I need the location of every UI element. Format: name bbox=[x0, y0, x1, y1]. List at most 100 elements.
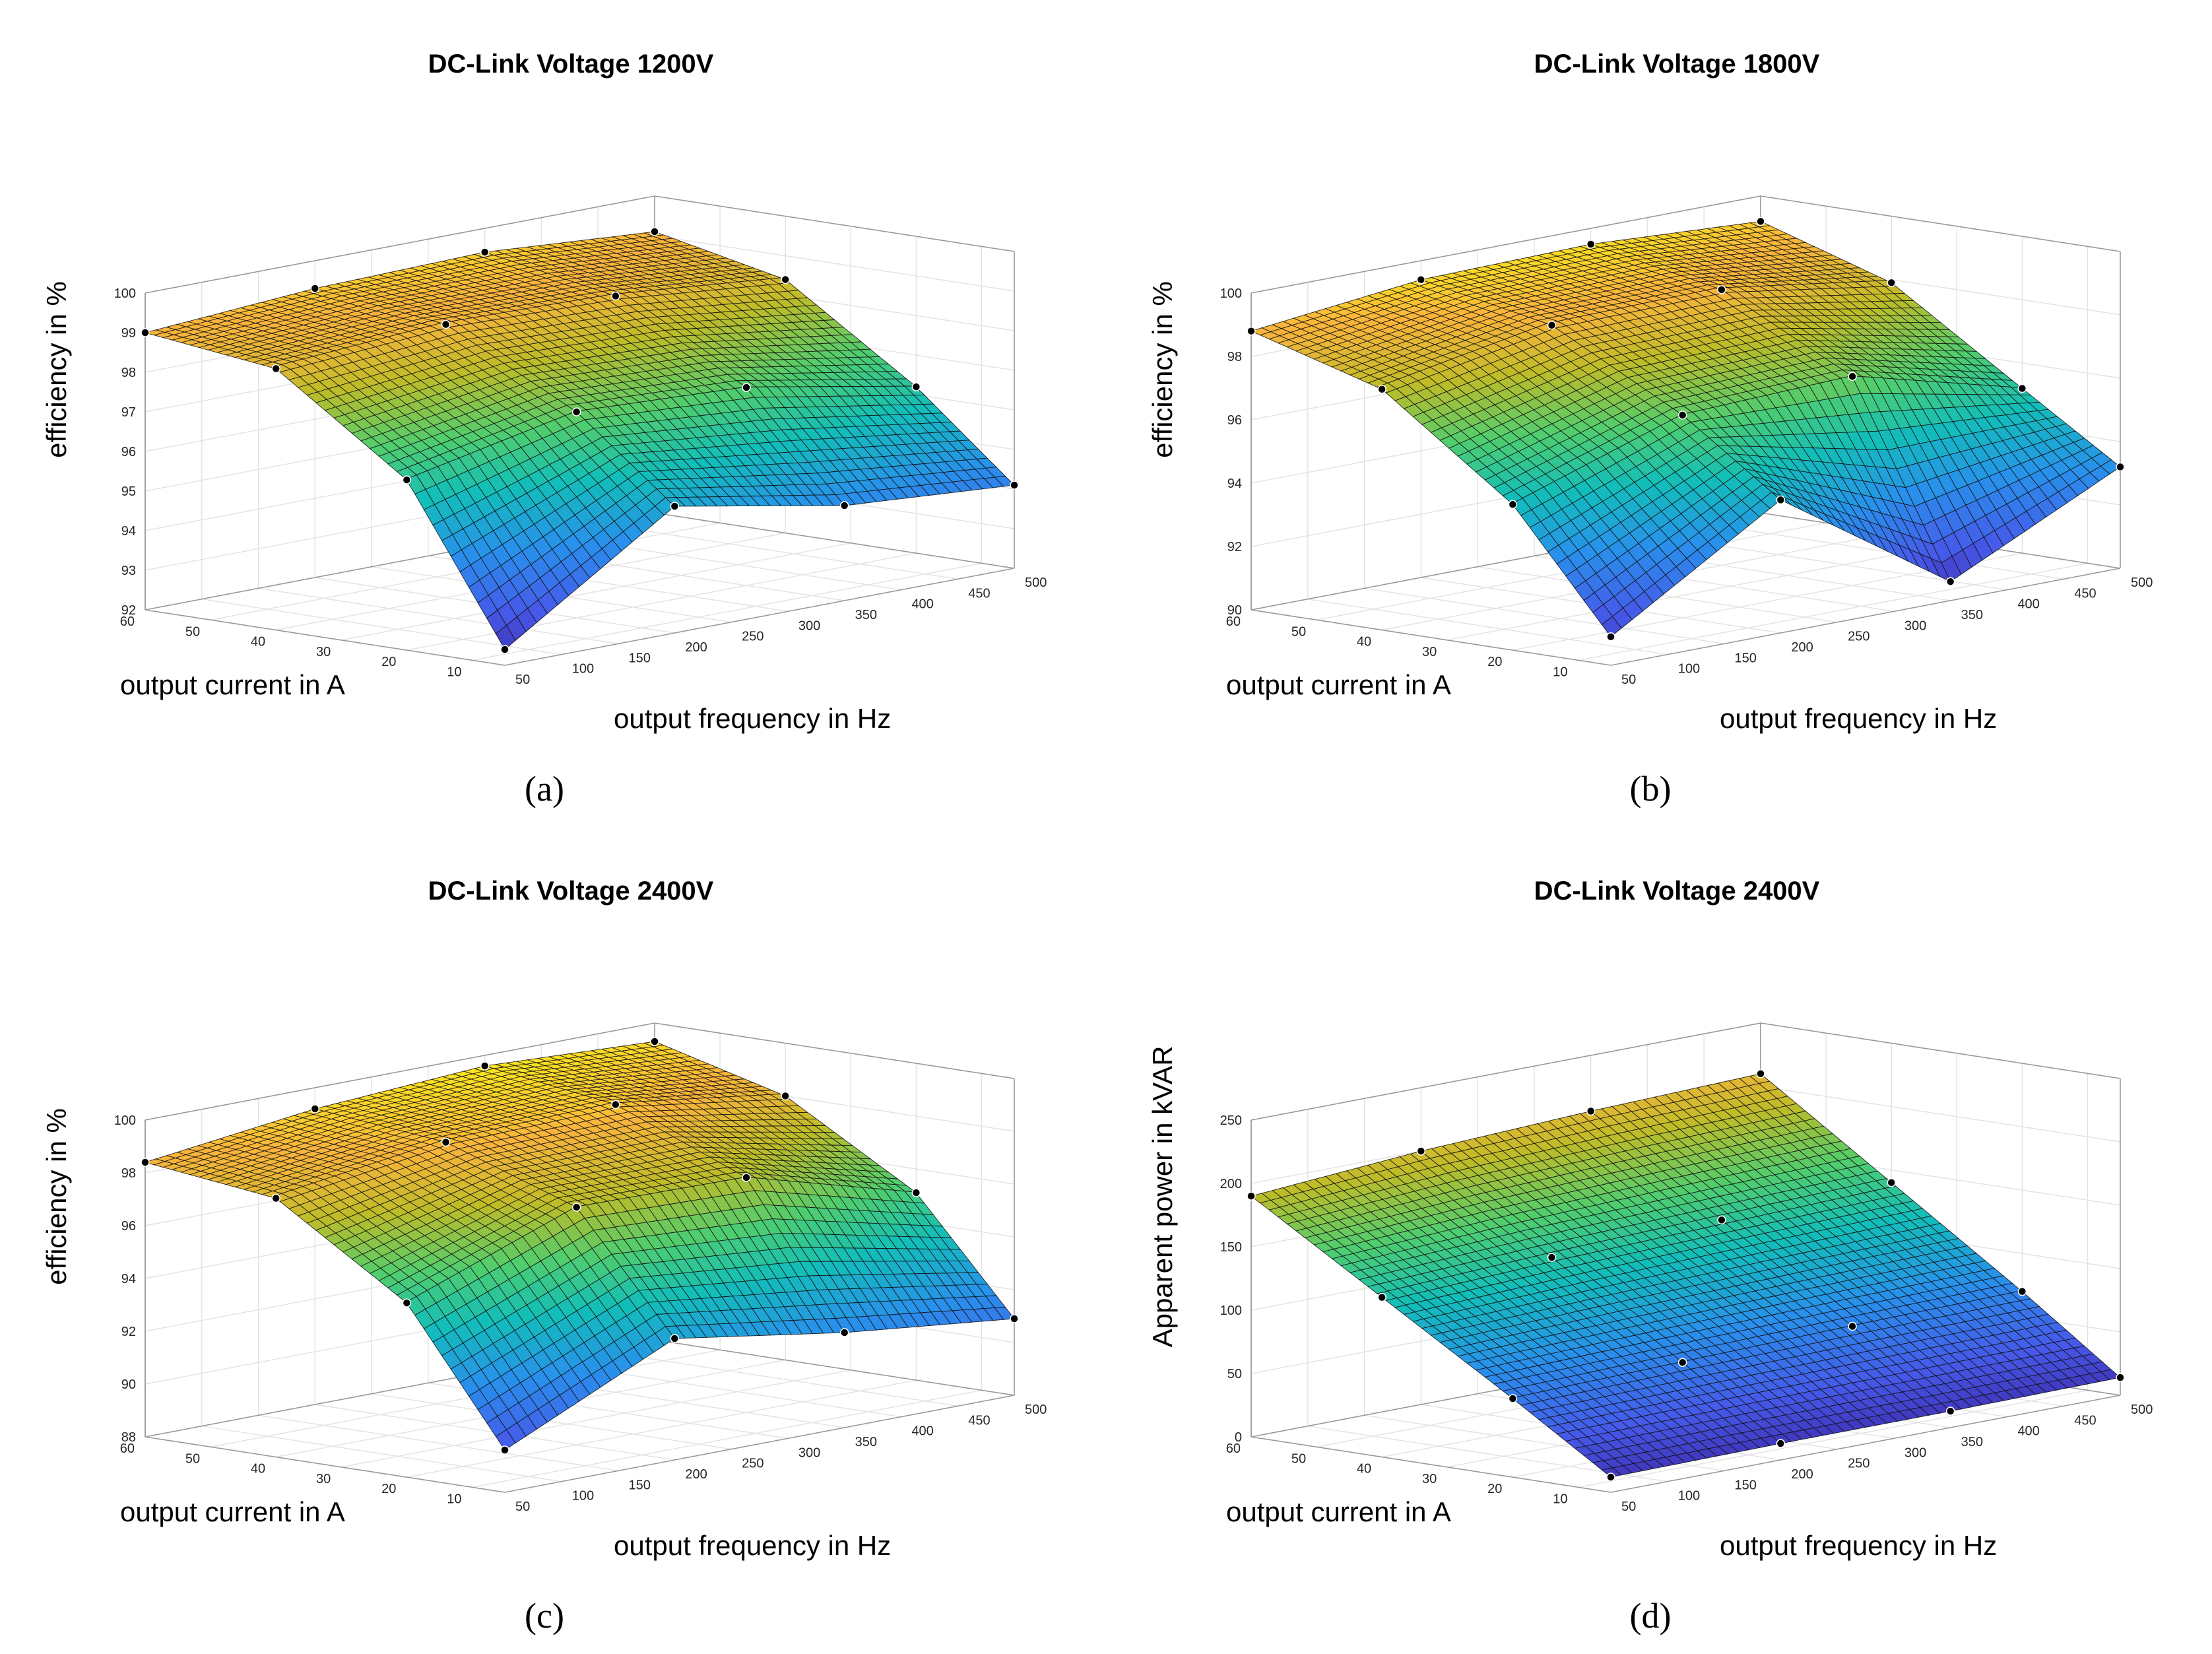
data-point bbox=[1887, 278, 1896, 288]
x-tick-label: 300 bbox=[1904, 618, 1926, 633]
data-point bbox=[310, 284, 320, 293]
y-axis-label: output current in A bbox=[120, 669, 345, 700]
panel-caption: (b) bbox=[1630, 769, 1672, 809]
data-point bbox=[1717, 285, 1726, 294]
data-point bbox=[1416, 275, 1426, 284]
x-tick-label: 400 bbox=[911, 597, 933, 612]
x-tick-label: 50 bbox=[515, 673, 530, 687]
x-tick-label: 250 bbox=[1848, 630, 1870, 644]
x-tick-label: 450 bbox=[968, 586, 990, 601]
measurement-points bbox=[1247, 216, 2125, 642]
x-tick-label: 500 bbox=[2131, 576, 2153, 590]
data-point bbox=[1606, 632, 1615, 642]
data-point bbox=[742, 383, 751, 392]
y-tick-label: 10 bbox=[447, 665, 461, 679]
z-axis-label: efficiency in % bbox=[1147, 281, 1178, 458]
x-tick-label: 200 bbox=[685, 640, 707, 655]
data-point bbox=[480, 248, 490, 257]
y-tick-label: 40 bbox=[1357, 635, 1371, 649]
chart-svg: 9293949596979899100102030405060501001502… bbox=[41, 50, 1047, 809]
tick-labels: 9293949596979899100102030405060501001502… bbox=[114, 286, 1047, 687]
z-tick-label: 96 bbox=[1227, 413, 1242, 428]
measurement-points bbox=[141, 227, 1019, 654]
x-tick-label: 300 bbox=[798, 618, 820, 633]
x-tick-label: 350 bbox=[1961, 608, 1983, 622]
y-axis-label: output current in A bbox=[1226, 669, 1451, 700]
surface bbox=[144, 1041, 1015, 1451]
y-tick-label: 50 bbox=[1291, 624, 1306, 639]
surface bbox=[1250, 220, 2121, 638]
data-point bbox=[911, 382, 921, 391]
z-tick-label: 93 bbox=[121, 564, 136, 578]
y-tick-label: 40 bbox=[251, 635, 265, 649]
z-axis-label: efficiency in % bbox=[41, 281, 72, 458]
x-tick-label: 450 bbox=[2074, 586, 2096, 601]
y-tick-label: 30 bbox=[1422, 645, 1437, 659]
data-point bbox=[839, 501, 849, 510]
y-tick-label: 10 bbox=[1553, 665, 1567, 679]
tick-labels: 90 92 94 96 98 100 10 20 30 40 50 60 50 100 150 200 250 3… bbox=[1220, 286, 2153, 687]
x-tick-label: 50 bbox=[1621, 673, 1636, 687]
z-tick-label: 97 bbox=[121, 405, 136, 420]
panel-b: 90 92 94 96 98 100 10 20 30 40 50 60 50 100 150 200 250 3… bbox=[1106, 0, 2212, 827]
panel-caption: (a) bbox=[525, 769, 564, 809]
data-point bbox=[1010, 480, 1019, 490]
z-tick-label: 95 bbox=[121, 484, 136, 499]
y-tick-label: 60 bbox=[1226, 614, 1241, 629]
x-tick-label: 200 bbox=[1791, 640, 1813, 655]
x-tick-label: 100 bbox=[1678, 662, 1700, 677]
data-point bbox=[670, 502, 680, 511]
x-tick-label: 500 bbox=[1025, 576, 1047, 590]
data-point bbox=[1247, 326, 1256, 336]
data-point bbox=[781, 275, 790, 284]
surface bbox=[144, 231, 1015, 650]
y-tick-label: 60 bbox=[120, 614, 135, 629]
data-point bbox=[1776, 495, 1786, 505]
chart-title: DC-Link Voltage 1200V bbox=[428, 50, 714, 79]
chart-title: DC-Link Voltage 1800V bbox=[1534, 50, 1820, 79]
chart-svg: 8890929496981001020304050605010015020025… bbox=[41, 877, 1047, 1636]
data-point bbox=[1547, 320, 1557, 330]
z-tick-label: 94 bbox=[121, 524, 136, 539]
x-axis-label: output frequency in Hz bbox=[1720, 703, 1997, 734]
z-tick-label: 100 bbox=[114, 286, 136, 301]
surface-cell bbox=[1601, 616, 1622, 638]
y-tick-label: 30 bbox=[316, 645, 331, 659]
x-tick-label: 350 bbox=[855, 608, 877, 622]
data-point bbox=[2116, 462, 2125, 472]
data-point bbox=[1756, 216, 1765, 226]
z-tick-label: 94 bbox=[1227, 477, 1242, 491]
surface-cell bbox=[495, 624, 516, 650]
panel-a: 92 93 94 95 96 97 98 99 100 10 20 30 40 50 60 50 100 150 2… bbox=[0, 0, 1106, 827]
data-point bbox=[500, 645, 509, 654]
x-tick-label: 150 bbox=[1735, 651, 1757, 665]
y-tick-label: 20 bbox=[381, 655, 396, 669]
x-tick-label: 400 bbox=[2017, 597, 2039, 612]
z-tick-label: 99 bbox=[121, 326, 136, 341]
data-point bbox=[141, 328, 150, 337]
z-tick-label: 98 bbox=[1227, 350, 1242, 364]
y-tick-label: 50 bbox=[185, 624, 200, 639]
data-point bbox=[2017, 383, 2027, 393]
z-tick-label: 92 bbox=[1227, 540, 1242, 554]
x-tick-label: 100 bbox=[572, 662, 594, 677]
data-point bbox=[650, 227, 659, 236]
data-point bbox=[1508, 500, 1518, 510]
data-point bbox=[1848, 372, 1857, 381]
panel-c: 88 90 92 94 96 98 100 10 20 30 40 50 60 50 100 150 200 25… bbox=[0, 827, 1106, 1654]
data-point bbox=[271, 364, 280, 374]
y-tick-label: 20 bbox=[1487, 655, 1502, 669]
x-tick-label: 250 bbox=[742, 630, 764, 644]
x-axis-label: output frequency in Hz bbox=[614, 703, 891, 734]
data-point bbox=[611, 291, 620, 301]
x-tick-label: 150 bbox=[629, 651, 651, 665]
data-point bbox=[1677, 411, 1687, 420]
z-tick-label: 98 bbox=[121, 366, 136, 380]
z-tick-label: 100 bbox=[1220, 286, 1242, 301]
data-point bbox=[571, 407, 581, 416]
data-point bbox=[402, 475, 412, 484]
z-tick-label: 90 bbox=[1227, 603, 1242, 618]
data-point bbox=[1377, 384, 1386, 394]
data-point bbox=[1586, 240, 1596, 249]
data-point bbox=[441, 319, 451, 329]
